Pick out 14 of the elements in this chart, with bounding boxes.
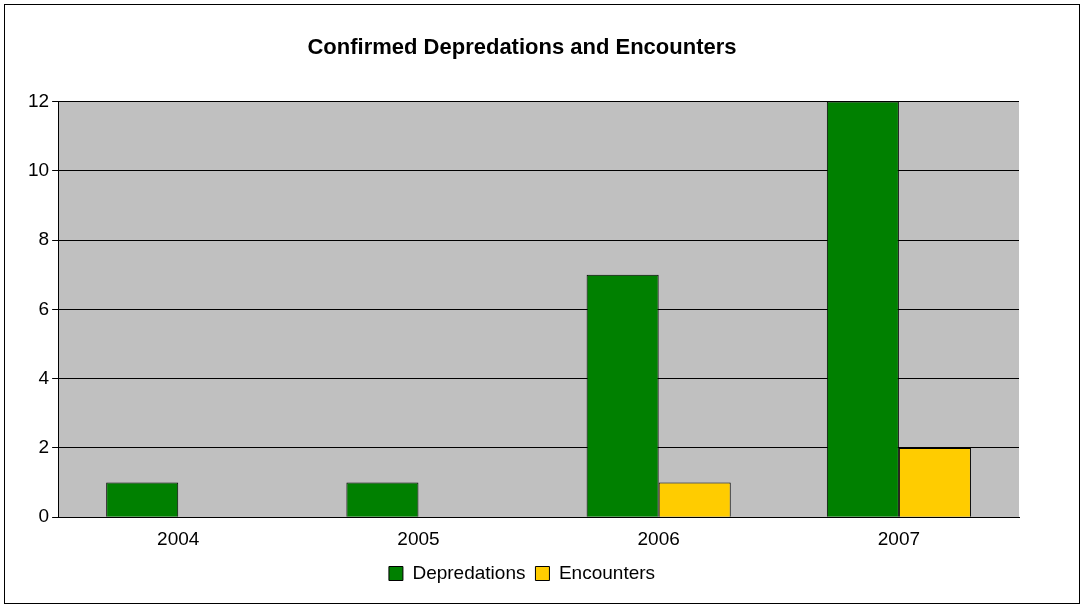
- legend-label: Encounters: [558, 561, 656, 583]
- y-tick-label: 8: [38, 228, 50, 250]
- y-tick-label: 0: [38, 505, 50, 527]
- x-tick-label: 2004: [157, 527, 200, 549]
- y-tick-label: 6: [38, 297, 50, 319]
- legend-label: Depredations: [412, 561, 526, 583]
- y-tick-label: 4: [38, 366, 50, 388]
- y-tick-label: 10: [27, 158, 50, 180]
- y-tick-label: 2: [38, 436, 50, 458]
- y-tick-label: 12: [27, 89, 50, 111]
- x-tick-label: 2005: [397, 527, 440, 549]
- chart-title: Confirmed Depredations and Encounters: [307, 34, 737, 60]
- x-tick-label: 2006: [637, 527, 680, 549]
- x-tick-label: 2007: [877, 527, 921, 549]
